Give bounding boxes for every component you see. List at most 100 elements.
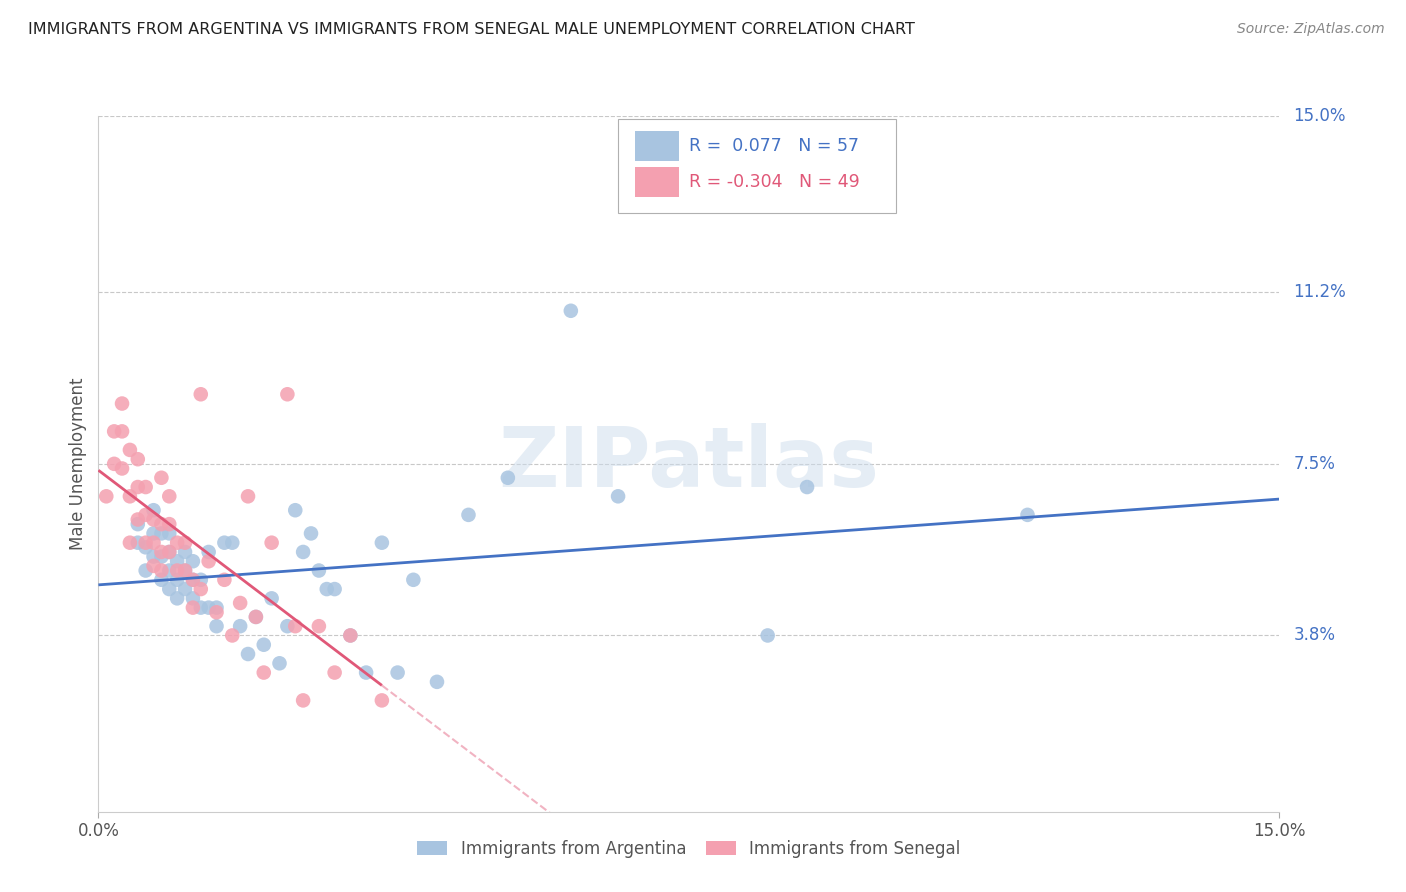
Point [756, 628, 779, 642]
Point [157, 582, 180, 596]
Point [181, 591, 204, 606]
Point [135, 564, 157, 578]
Point [157, 489, 180, 503]
Point [205, 619, 228, 633]
Point [190, 582, 212, 596]
Point [253, 638, 276, 652]
Point [236, 489, 259, 503]
Point [402, 573, 425, 587]
Point [142, 526, 165, 541]
Point [157, 545, 180, 559]
Point [127, 452, 149, 467]
Point [150, 564, 173, 578]
Point [166, 573, 188, 587]
Point [181, 573, 204, 587]
Point [323, 665, 346, 680]
Point [1017, 508, 1039, 522]
Point [166, 535, 188, 549]
Point [315, 582, 337, 596]
Point [96, 489, 118, 503]
Point [253, 665, 276, 680]
Point [323, 582, 346, 596]
Point [214, 535, 236, 549]
Point [135, 480, 157, 494]
Text: IMMIGRANTS FROM ARGENTINA VS IMMIGRANTS FROM SENEGAL MALE UNEMPLOYMENT CORRELATI: IMMIGRANTS FROM ARGENTINA VS IMMIGRANTS … [28, 22, 915, 37]
Bar [634, 130, 679, 161]
Point [181, 600, 204, 615]
Point [142, 549, 165, 564]
Point [197, 600, 219, 615]
Point [142, 503, 165, 517]
Point [142, 512, 165, 526]
Text: 3.8%: 3.8% [1294, 626, 1336, 644]
Point [387, 665, 409, 680]
Point [157, 545, 180, 559]
Point [308, 619, 330, 633]
Point [190, 387, 212, 401]
Point [174, 535, 197, 549]
Point [142, 535, 165, 549]
Point [284, 503, 307, 517]
Point [221, 628, 243, 642]
Point [276, 387, 298, 401]
Point [174, 545, 197, 559]
Point [205, 600, 228, 615]
Point [150, 545, 173, 559]
Point [181, 573, 204, 587]
Point [205, 605, 228, 619]
Point [339, 628, 361, 642]
Point [245, 610, 267, 624]
Point [426, 674, 449, 689]
Point [157, 517, 180, 532]
Point [181, 554, 204, 568]
Point [150, 573, 173, 587]
Point [135, 508, 157, 522]
Text: Source: ZipAtlas.com: Source: ZipAtlas.com [1237, 22, 1385, 37]
Point [142, 558, 165, 573]
Point [276, 619, 298, 633]
Point [150, 526, 173, 541]
Point [127, 535, 149, 549]
Text: 11.2%: 11.2% [1294, 284, 1346, 301]
Point [150, 471, 173, 485]
Point [197, 545, 219, 559]
Point [150, 517, 173, 532]
Point [260, 535, 283, 549]
Text: 7.5%: 7.5% [1294, 455, 1336, 473]
Point [118, 442, 141, 457]
Point [135, 541, 157, 555]
Point [214, 573, 236, 587]
Point [457, 508, 479, 522]
Point [157, 564, 180, 578]
Point [111, 396, 134, 410]
Point [236, 647, 259, 661]
Point [299, 526, 322, 541]
Legend: Immigrants from Argentina, Immigrants from Senegal: Immigrants from Argentina, Immigrants fr… [409, 831, 969, 866]
Point [245, 610, 267, 624]
Point [308, 564, 330, 578]
Point [111, 461, 134, 475]
Point [190, 573, 212, 587]
Point [796, 480, 818, 494]
Point [135, 535, 157, 549]
Point [166, 591, 188, 606]
Point [229, 619, 252, 633]
Point [339, 628, 361, 642]
Point [221, 535, 243, 549]
Point [150, 549, 173, 564]
Point [269, 657, 291, 671]
Point [197, 554, 219, 568]
Text: 15.0%: 15.0% [1294, 107, 1346, 125]
Point [103, 425, 125, 439]
Point [118, 489, 141, 503]
FancyBboxPatch shape [619, 120, 896, 213]
Point [607, 489, 630, 503]
Point [127, 512, 149, 526]
Point [166, 554, 188, 568]
Point [284, 619, 307, 633]
Point [371, 535, 394, 549]
Point [260, 591, 283, 606]
Point [371, 693, 394, 707]
Text: R =  0.077   N = 57: R = 0.077 N = 57 [689, 136, 859, 155]
Point [111, 425, 134, 439]
